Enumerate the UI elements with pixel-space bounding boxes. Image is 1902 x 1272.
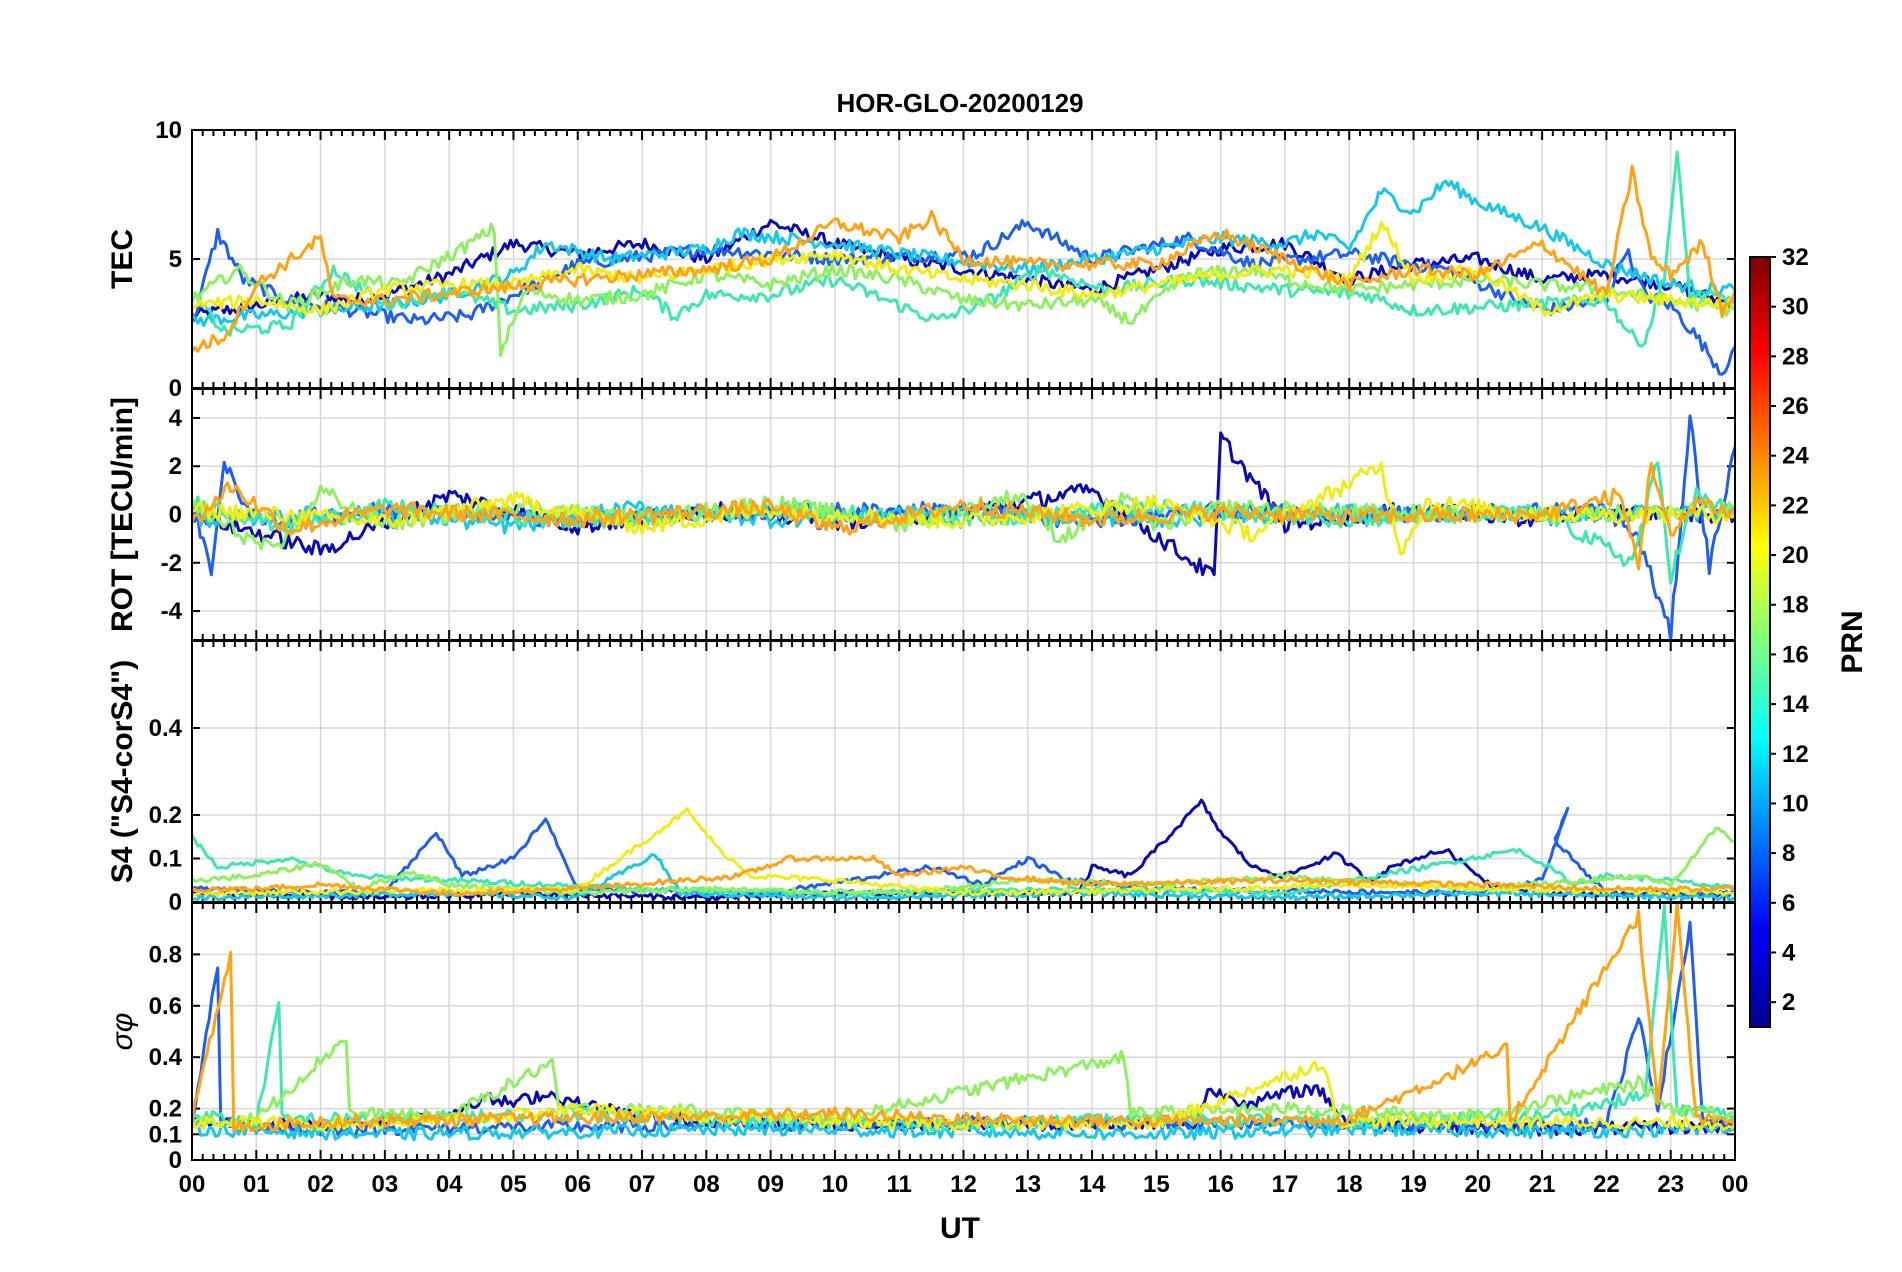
series-prn-3-tec (192, 218, 1735, 320)
x-tick-label: 09 (757, 1171, 784, 1198)
x-axis-label: UT (940, 1212, 980, 1245)
colorbar-tick-label: 22 (1782, 492, 1809, 519)
series-prn-22-sigma_phi (192, 903, 1735, 1133)
y-axis-label-tec: TEC (106, 229, 139, 289)
y-tick-label: -4 (161, 598, 183, 625)
colorbar-tick-label: 32 (1782, 244, 1809, 271)
series-prn-22-tec (192, 164, 1735, 353)
x-tick-label: 01 (243, 1171, 270, 1198)
x-tick-label: 03 (372, 1171, 399, 1198)
y-tick-label: 2 (169, 453, 182, 480)
x-tick-label: 05 (500, 1171, 527, 1198)
x-tick-label: 17 (1272, 1171, 1299, 1198)
y-axis-label-rot: ROT [TECU/min] (106, 397, 139, 632)
colorbar-tick-label: 30 (1782, 294, 1809, 321)
x-tick-label: 13 (1014, 1171, 1041, 1198)
y-tick-label: 5 (169, 246, 182, 273)
colorbar-tick-label: 8 (1782, 840, 1795, 867)
x-tick-label: 12 (950, 1171, 977, 1198)
series-prn-17-sigma_phi (192, 1039, 1735, 1128)
x-tick-label: 16 (1207, 1171, 1234, 1198)
colorbar-tick-label: 14 (1782, 691, 1809, 718)
series-prn-22-s4 (192, 854, 1735, 897)
x-tick-label: 18 (1336, 1171, 1363, 1198)
x-tick-label: 15 (1143, 1171, 1170, 1198)
x-tick-label: 22 (1593, 1171, 1620, 1198)
y-tick-label: 0 (169, 1147, 182, 1174)
y-tick-label: 0.1 (149, 1121, 182, 1148)
colorbar-tick-label: 6 (1782, 890, 1795, 917)
series-prn-22-rot (192, 461, 1735, 571)
x-tick-label: 06 (564, 1171, 591, 1198)
x-tick-label: 08 (693, 1171, 720, 1198)
y-tick-label: 4 (169, 405, 183, 432)
series-group-rot (192, 414, 1735, 640)
colorbar-tick-label: 16 (1782, 641, 1809, 668)
x-tick-label: 20 (1464, 1171, 1491, 1198)
x-tick-label: 07 (629, 1171, 656, 1198)
y-tick-label: 0.6 (149, 993, 182, 1020)
colorbar-tick-label: 12 (1782, 741, 1809, 768)
x-tick-label: 04 (436, 1171, 463, 1198)
x-tick-label: 11 (887, 1171, 912, 1198)
series-group-sigma_phi (192, 903, 1735, 1142)
x-tick-label: 19 (1400, 1171, 1427, 1198)
x-tick-label: 14 (1079, 1171, 1106, 1198)
y-tick-label: 0 (169, 502, 182, 529)
y-axis-label-sigma_phi: σφ (106, 1013, 139, 1051)
colorbar-scale (1749, 256, 1771, 1028)
y-tick-label: 0.8 (149, 941, 182, 968)
series-prn-15-tec (192, 150, 1735, 348)
colorbar-tick-label: 4 (1782, 939, 1796, 966)
colorbar-tick-label: 28 (1782, 343, 1809, 370)
y-tick-label: 0.4 (149, 1044, 183, 1071)
axis-frame-sigma_phi (191, 902, 1736, 1161)
y-tick-label: 0.4 (149, 715, 183, 742)
x-tick-label: 00 (1722, 1171, 1749, 1198)
panel-tec: 0 5 10 TEC (106, 117, 1736, 402)
y-tick-label: 10 (155, 117, 182, 144)
x-tick-label: 23 (1657, 1171, 1684, 1198)
series-prn-15-s4 (192, 834, 1735, 898)
y-tick-label: 0.2 (149, 1096, 182, 1123)
panel-sigma_phi: 00.10.2 0.4 0.6 0.8 σφ (106, 902, 1736, 1174)
series-prn-20-sigma_phi (192, 1060, 1735, 1132)
x-tick-label: 21 (1529, 1171, 1556, 1198)
y-tick-label: 0 (169, 889, 182, 916)
x-tick-label: 10 (822, 1171, 849, 1198)
x-tick-label: 00 (179, 1171, 206, 1198)
colorbar-tick-label: 10 (1782, 790, 1809, 817)
y-tick-label: 0 (169, 375, 182, 402)
series-group-s4 (192, 798, 1735, 902)
y-axis-label-s4: S4 ("S4-corS4") (106, 660, 139, 884)
x-tick-label: 02 (307, 1171, 334, 1198)
y-tick-label: 0.1 (149, 846, 182, 873)
colorbar-label: PRN (1836, 610, 1869, 673)
colorbar-tick-label: 20 (1782, 542, 1809, 569)
y-tick-label: -2 (161, 550, 182, 577)
series-prn-17-tec (192, 222, 1735, 357)
colorbar-tick-label: 2 (1782, 989, 1795, 1016)
colorbar-tick-label: 18 (1782, 592, 1809, 619)
series-prn-7-tec (192, 219, 1735, 376)
series-group-tec (192, 150, 1735, 376)
colorbar-tick-label: 24 (1782, 443, 1809, 470)
series-prn-20-rot (192, 461, 1735, 556)
panel-rot: -4 -2 0 2 4 ROT [TECU/min] (106, 388, 1736, 641)
colorbar-tick-label: 26 (1782, 393, 1809, 420)
panel-s4: 0 0.1 0.2 0.4 S4 ("S4-corS4") (106, 640, 1736, 916)
chart-title: HOR-GLO-20200129 (836, 88, 1083, 118)
y-tick-label: 0.2 (149, 802, 182, 829)
